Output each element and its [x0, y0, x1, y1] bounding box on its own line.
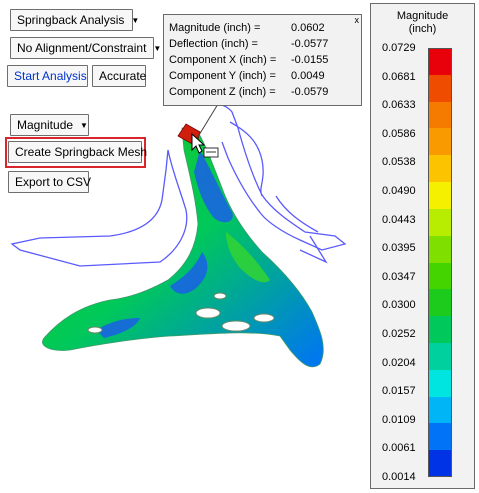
info-value: -0.0577 — [291, 38, 329, 50]
legend-swatch — [428, 208, 452, 236]
alignment-dropdown[interactable]: No Alignment/Constraint ▼ — [10, 37, 161, 59]
legend-swatch — [428, 342, 452, 370]
part-hole — [213, 292, 227, 300]
legend-title-line2: (inch) — [408, 23, 437, 35]
legend-tick-label: 0.0061 — [382, 442, 416, 455]
part-surface — [42, 127, 324, 368]
legend-tick-label: 0.0443 — [382, 213, 416, 226]
part-hole — [253, 313, 275, 323]
part-green-zone — [226, 232, 270, 283]
legend-swatch — [428, 369, 452, 397]
legend-swatch — [428, 182, 452, 210]
legend-tick-label: 0.0300 — [382, 299, 416, 312]
part-hole — [87, 326, 103, 334]
legend-swatch — [428, 396, 452, 424]
export-csv-button[interactable]: Export to CSV — [8, 171, 91, 193]
legend-tick-label: 0.0538 — [382, 156, 416, 169]
nominal-outline-inner — [275, 195, 328, 264]
close-icon[interactable]: x — [354, 15, 360, 25]
legend-tick-label: 0.0347 — [382, 270, 416, 283]
legend-tick-label: 0.0014 — [382, 471, 416, 483]
chevron-down-icon: ▼ — [80, 121, 88, 130]
legend-tick-label: 0.0395 — [382, 242, 416, 255]
display-mode-label: Magnitude — [17, 118, 74, 132]
legend-tick-label: 0.0586 — [382, 127, 416, 140]
legend-swatch — [428, 101, 452, 129]
nominal-outline — [10, 101, 347, 267]
info-label: Deflection (inch) = — [169, 38, 258, 50]
create-springback-mesh-button[interactable]: Create Springback Mesh — [8, 141, 147, 163]
legend-tick-label: 0.0204 — [382, 356, 416, 369]
start-analysis-button[interactable]: Start Analysis — [7, 65, 88, 87]
display-mode-dropdown[interactable]: Magnitude ▼ — [10, 114, 89, 136]
alignment-label: No Alignment/Constraint — [17, 41, 147, 55]
chevron-down-icon: ▼ — [131, 16, 140, 25]
legend-swatch — [428, 316, 452, 344]
legend-swatch — [428, 423, 452, 451]
info-value: 0.0049 — [291, 70, 325, 82]
legend-tick-label: 0.0157 — [382, 385, 416, 398]
info-value: -0.0155 — [291, 54, 329, 66]
probe-info-panel: x Magnitude (inch) = 0.0602 Deflection (… — [163, 14, 362, 106]
info-label: Magnitude (inch) = — [169, 22, 261, 34]
highlight-frame — [5, 137, 146, 168]
springback-model-view[interactable] — [0, 0, 370, 493]
legend-title-line1: Magnitude — [396, 10, 449, 22]
legend-title: Magnitude (inch) — [371, 10, 474, 36]
legend-tick-label: 0.0633 — [382, 99, 416, 112]
legend-swatch — [428, 74, 452, 102]
legend-tick-label: 0.0729 — [382, 42, 416, 54]
magnitude-legend: Magnitude (inch) 0.0729 0.0681 0.0633 0.058… — [370, 3, 475, 489]
legend-swatch — [428, 48, 452, 75]
info-value: -0.0579 — [291, 86, 329, 98]
legend-tick-label: 0.0681 — [382, 70, 416, 83]
part-hole — [221, 320, 251, 332]
legend-swatch — [428, 128, 452, 156]
legend-swatch — [428, 155, 452, 183]
chevron-down-icon: ▼ — [153, 44, 162, 53]
info-value: 0.0602 — [291, 22, 325, 34]
info-label: Component Z (inch) = — [169, 86, 276, 98]
legend-tick-label: 0.0252 — [382, 328, 416, 340]
leader-line — [195, 103, 219, 141]
legend-swatch — [428, 289, 452, 317]
legend-tick-label: 0.0109 — [382, 413, 416, 426]
analysis-type-dropdown[interactable]: Springback Analysis ▼ — [10, 9, 139, 31]
info-label: Component X (inch) = — [169, 54, 277, 66]
pointer-with-measure-icon — [191, 132, 219, 158]
accurate-button[interactable]: Accurate — [92, 65, 146, 87]
info-label: Component Y (inch) = — [169, 70, 276, 82]
analysis-type-label: Springback Analysis — [17, 13, 125, 27]
part-hole — [195, 307, 221, 319]
legend-tick-label: 0.0490 — [382, 185, 416, 197]
legend-swatch — [428, 450, 452, 478]
legend-swatch — [428, 235, 452, 263]
legend-swatch — [428, 262, 452, 290]
